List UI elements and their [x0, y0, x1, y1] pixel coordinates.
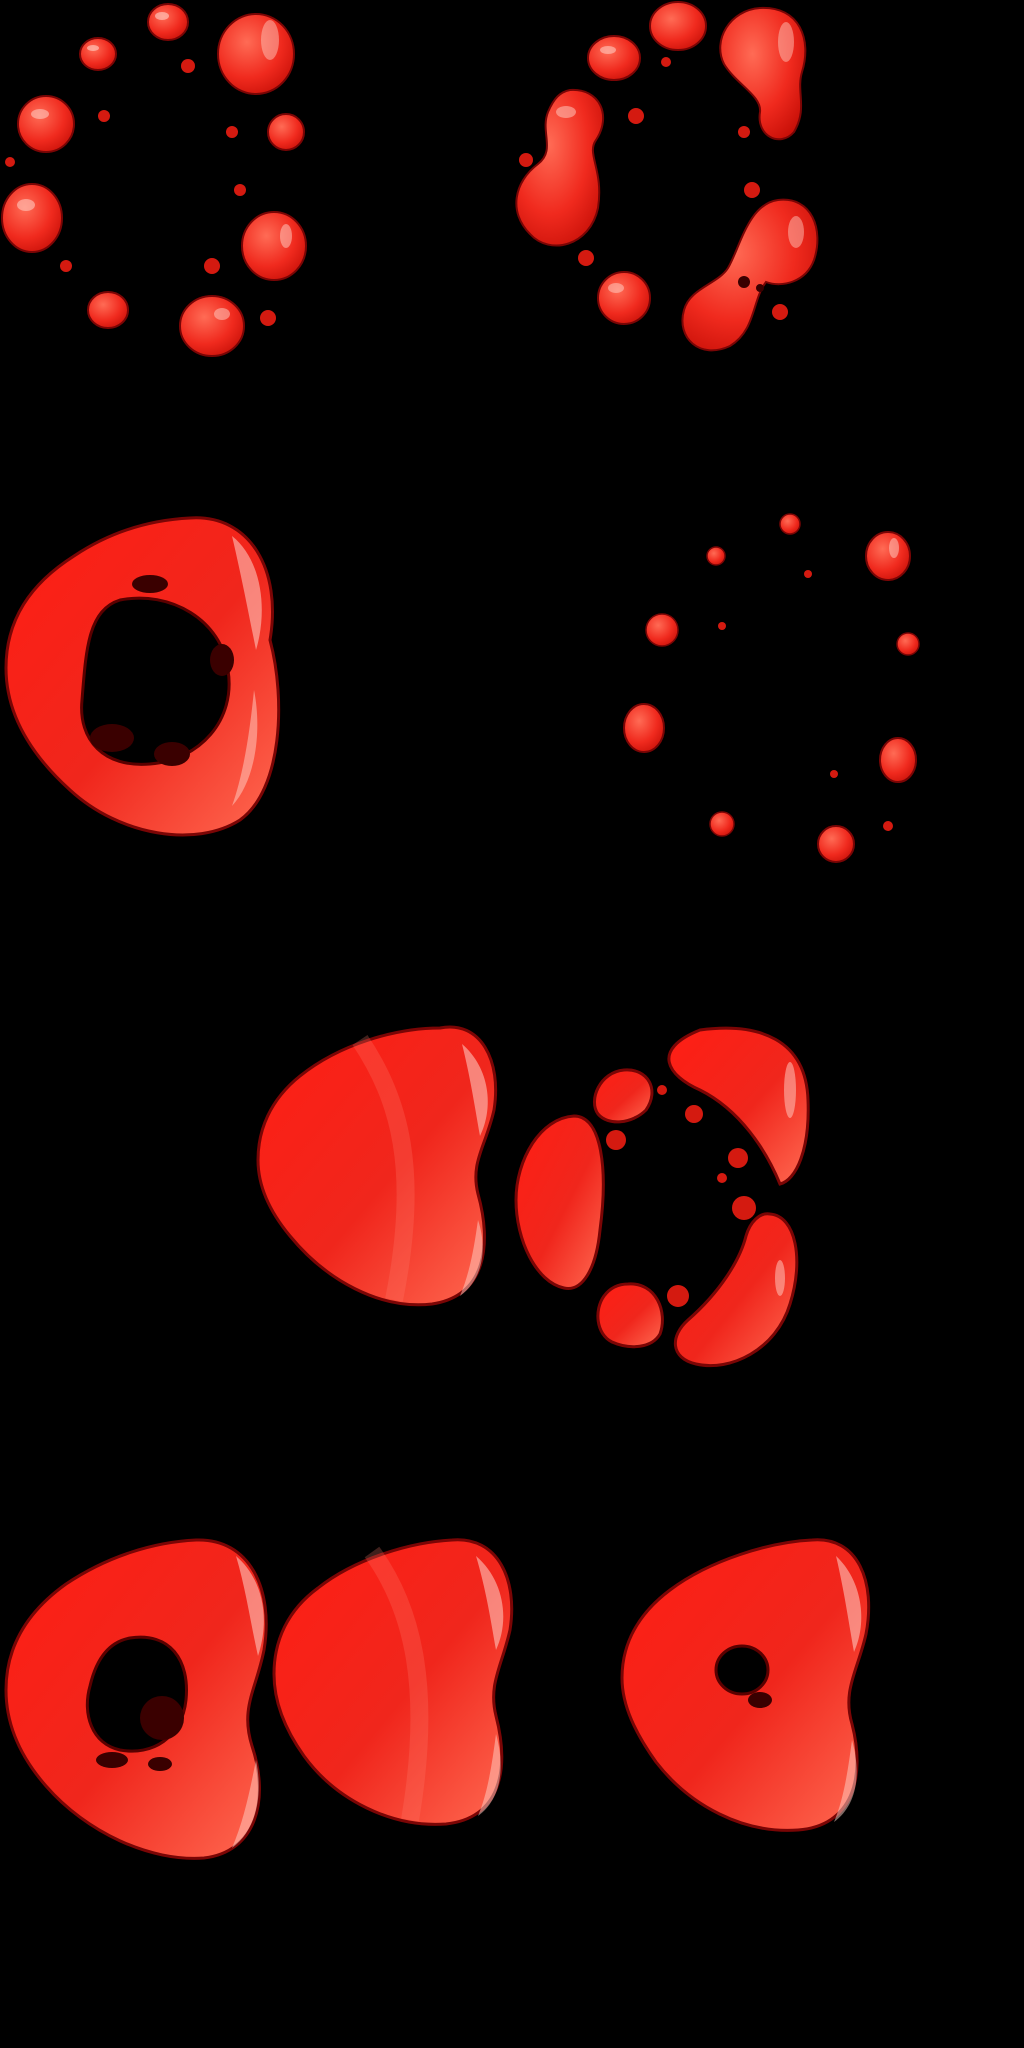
small-droplet [606, 1130, 626, 1150]
frame-8-solid-heart [272, 1538, 514, 1826]
small-droplet [744, 182, 760, 198]
frame-7-heart-ring [4, 1538, 268, 1860]
frame-9-heart-small-hole [620, 1538, 871, 1832]
droplet [587, 35, 641, 81]
small-droplet [804, 570, 812, 578]
small-droplet [732, 1196, 756, 1220]
small-droplet [181, 59, 195, 73]
droplet [597, 271, 651, 325]
droplet [879, 737, 917, 783]
frame-1-droplet-ring [1, 3, 307, 357]
droplet [1, 183, 63, 253]
hole [148, 1757, 172, 1771]
frame-3-heart-ring [4, 516, 281, 837]
hole [90, 724, 134, 752]
small-droplet [661, 57, 671, 67]
droplet [779, 513, 801, 535]
hole [140, 1696, 184, 1740]
fragment [596, 1282, 664, 1349]
small-droplet [98, 110, 110, 122]
small-droplet [883, 821, 893, 831]
small-droplet [60, 260, 72, 272]
droplet [709, 811, 735, 837]
small-droplet [519, 153, 533, 167]
droplet [17, 95, 75, 153]
droplet [865, 531, 911, 581]
droplet [706, 546, 726, 566]
droplet [79, 37, 117, 71]
frame-6-fragments [514, 1026, 810, 1368]
fragment [514, 1114, 605, 1290]
small-droplet [718, 622, 726, 630]
small-droplet [578, 250, 594, 266]
droplet [896, 632, 920, 656]
frame-2-merging-droplets [515, 1, 819, 352]
droplet [649, 1, 707, 51]
small-droplet [667, 1285, 689, 1307]
hole [748, 1692, 772, 1708]
hole [714, 1644, 770, 1696]
small-droplet [738, 126, 750, 138]
hole [132, 575, 168, 593]
droplet [267, 113, 305, 151]
frame-5-solid-heart [256, 1025, 498, 1307]
droplet [623, 703, 665, 753]
ring-hole [80, 596, 231, 766]
small-droplet [260, 310, 276, 326]
small-droplet [728, 1148, 748, 1168]
droplet [87, 291, 129, 329]
droplet [179, 295, 245, 357]
small-droplet [5, 157, 15, 167]
droplet [241, 211, 307, 281]
fragment [667, 1026, 810, 1186]
droplet [147, 3, 189, 41]
small-droplet [226, 126, 238, 138]
small-droplet [628, 108, 644, 124]
small-droplet [717, 1173, 727, 1183]
droplet [515, 88, 605, 247]
small-droplet [204, 258, 220, 274]
fragment [592, 1068, 654, 1124]
frame-4-sparse-droplets [623, 513, 920, 863]
small-droplet [685, 1105, 703, 1123]
droplet [719, 6, 807, 141]
small-droplet [772, 304, 788, 320]
droplet [817, 825, 855, 863]
hole [210, 644, 234, 676]
droplet [217, 13, 295, 95]
small-droplet [830, 770, 838, 778]
droplet [681, 198, 819, 352]
droplet [645, 613, 679, 647]
hole [96, 1752, 128, 1768]
hole [154, 742, 190, 766]
small-droplet [657, 1085, 667, 1095]
fragment [673, 1212, 799, 1368]
small-droplet [234, 184, 246, 196]
